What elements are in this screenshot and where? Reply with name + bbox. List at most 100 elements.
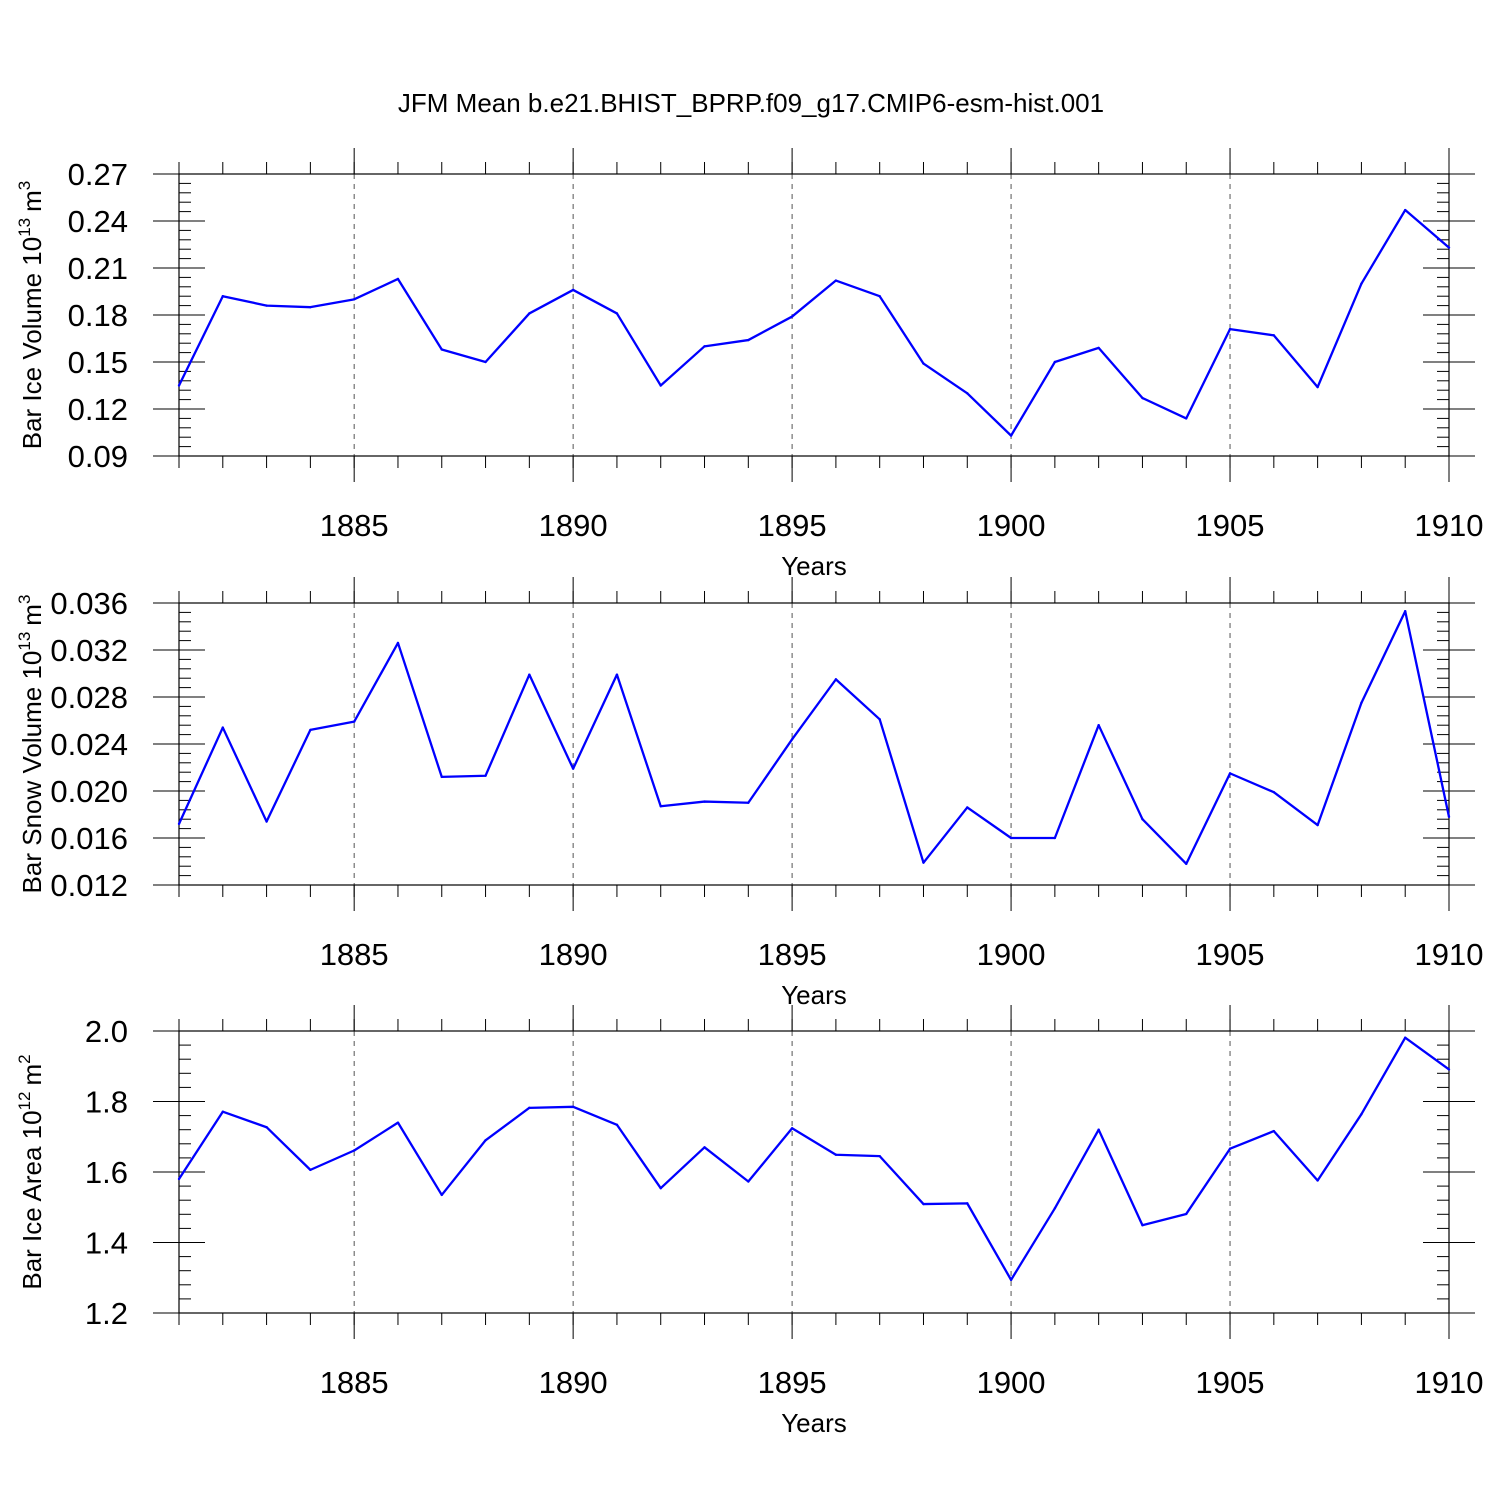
y-tick-label: 1.2	[85, 1296, 128, 1331]
data-point	[440, 348, 443, 351]
x-tick-label: 1890	[539, 1365, 608, 1400]
data-point	[1272, 790, 1276, 794]
data-point	[790, 315, 794, 318]
x-tick-label: 1900	[977, 508, 1046, 543]
x-tick-label: 1885	[320, 937, 389, 972]
data-point	[1447, 815, 1451, 819]
y-axis-title-unit: m	[17, 1064, 47, 1086]
x-tick-label: 1895	[758, 508, 827, 543]
data-point	[1185, 1212, 1188, 1216]
data-point	[834, 1153, 838, 1156]
x-tick-label: 1910	[1415, 937, 1484, 972]
data-point	[1360, 282, 1363, 285]
y-axis-title-text: Bar Ice Area 10	[17, 1110, 47, 1289]
y-tick-label: 1.4	[85, 1226, 128, 1261]
data-point	[396, 641, 400, 645]
data-point	[1316, 823, 1319, 827]
x-axis-title: Years	[781, 980, 847, 1010]
x-tick-label: 1895	[758, 1365, 827, 1400]
y-axis-title-unit-exponent: 2	[15, 1054, 34, 1063]
x-tick-label: 1910	[1415, 508, 1484, 543]
data-point	[1141, 818, 1144, 821]
data-point	[484, 360, 487, 364]
y-tick-label: 0.036	[50, 586, 128, 621]
data-point	[528, 312, 531, 315]
x-tick-label: 1890	[539, 508, 608, 543]
data-point	[703, 800, 706, 803]
data-point	[309, 1168, 312, 1172]
y-tick-label: 0.028	[50, 680, 128, 715]
data-point	[966, 392, 969, 395]
x-tick-label: 1890	[539, 937, 608, 972]
data-point	[1228, 772, 1232, 775]
data-point	[1316, 385, 1319, 389]
data-point	[703, 345, 706, 348]
chart-title: JFM Mean b.e21.BHIST_BPRP.f09_g17.CMIP6-…	[398, 88, 1104, 118]
data-point	[922, 1202, 925, 1206]
data-point	[659, 1187, 662, 1190]
data-point	[571, 1105, 575, 1108]
y-axis-title-exponent: 13	[15, 632, 34, 651]
data-point	[396, 1121, 400, 1124]
plot-frame	[178, 602, 1450, 886]
data-point	[834, 279, 838, 282]
data-line	[178, 1036, 1450, 1282]
y-tick-label: 0.27	[68, 157, 128, 192]
data-point	[747, 1180, 750, 1183]
data-point	[309, 728, 312, 732]
y-tick-label: 0.24	[68, 204, 128, 239]
data-point	[221, 1110, 224, 1113]
data-point	[571, 767, 575, 770]
data-point	[615, 673, 619, 676]
data-point	[177, 1177, 181, 1181]
data-point	[1360, 1112, 1363, 1116]
data-point	[790, 738, 794, 741]
data-point	[790, 1127, 794, 1130]
x-tick-label: 1900	[977, 1365, 1046, 1400]
data-point	[1053, 836, 1057, 840]
data-point	[221, 726, 224, 729]
x-axis-title: Years	[781, 551, 847, 581]
data-point	[1404, 208, 1407, 212]
data-point	[352, 720, 356, 723]
y-tick-label: 0.21	[68, 251, 128, 286]
data-point	[922, 861, 925, 864]
data-point	[177, 822, 181, 826]
data-point	[1228, 1147, 1232, 1150]
plot-frame	[178, 173, 1450, 457]
data-point	[1009, 836, 1013, 840]
data-point	[615, 312, 619, 315]
data-point	[265, 820, 268, 823]
data-point	[1228, 327, 1232, 331]
data-point	[747, 338, 750, 342]
data-point	[922, 362, 925, 365]
y-tick-label: 0.024	[50, 727, 128, 762]
data-point	[615, 1123, 619, 1126]
data-point	[1009, 1278, 1013, 1282]
x-tick-label: 1905	[1196, 1365, 1265, 1400]
chart-panel-2: 1885 1890 1895 1900 1905 1910 0.012 0.016 0.020 0…	[15, 577, 1483, 1010]
data-point	[1272, 1129, 1276, 1133]
y-axis-title-text: Bar Snow Volume 10	[17, 651, 47, 894]
data-point	[440, 1193, 443, 1197]
y-axis-title-exponent: 13	[15, 218, 34, 237]
data-point	[1053, 1207, 1057, 1210]
y-axis-title-text: Bar Ice Volume 10	[17, 237, 47, 449]
y-tick-label: 0.032	[50, 633, 128, 668]
y-axis-title-exponent: 12	[15, 1091, 34, 1110]
data-point	[528, 1106, 531, 1110]
data-point	[1141, 1224, 1144, 1227]
data-point	[571, 288, 575, 292]
data-point	[1141, 396, 1144, 400]
data-point	[1185, 417, 1188, 420]
x-tick-label: 1905	[1196, 937, 1265, 972]
data-point	[659, 384, 662, 387]
data-point	[659, 805, 662, 808]
y-tick-label: 0.12	[68, 392, 128, 427]
y-tick-label: 0.15	[68, 345, 128, 380]
data-point	[484, 774, 487, 777]
data-point	[1097, 724, 1100, 727]
data-point	[352, 1149, 356, 1152]
data-point	[265, 304, 268, 307]
